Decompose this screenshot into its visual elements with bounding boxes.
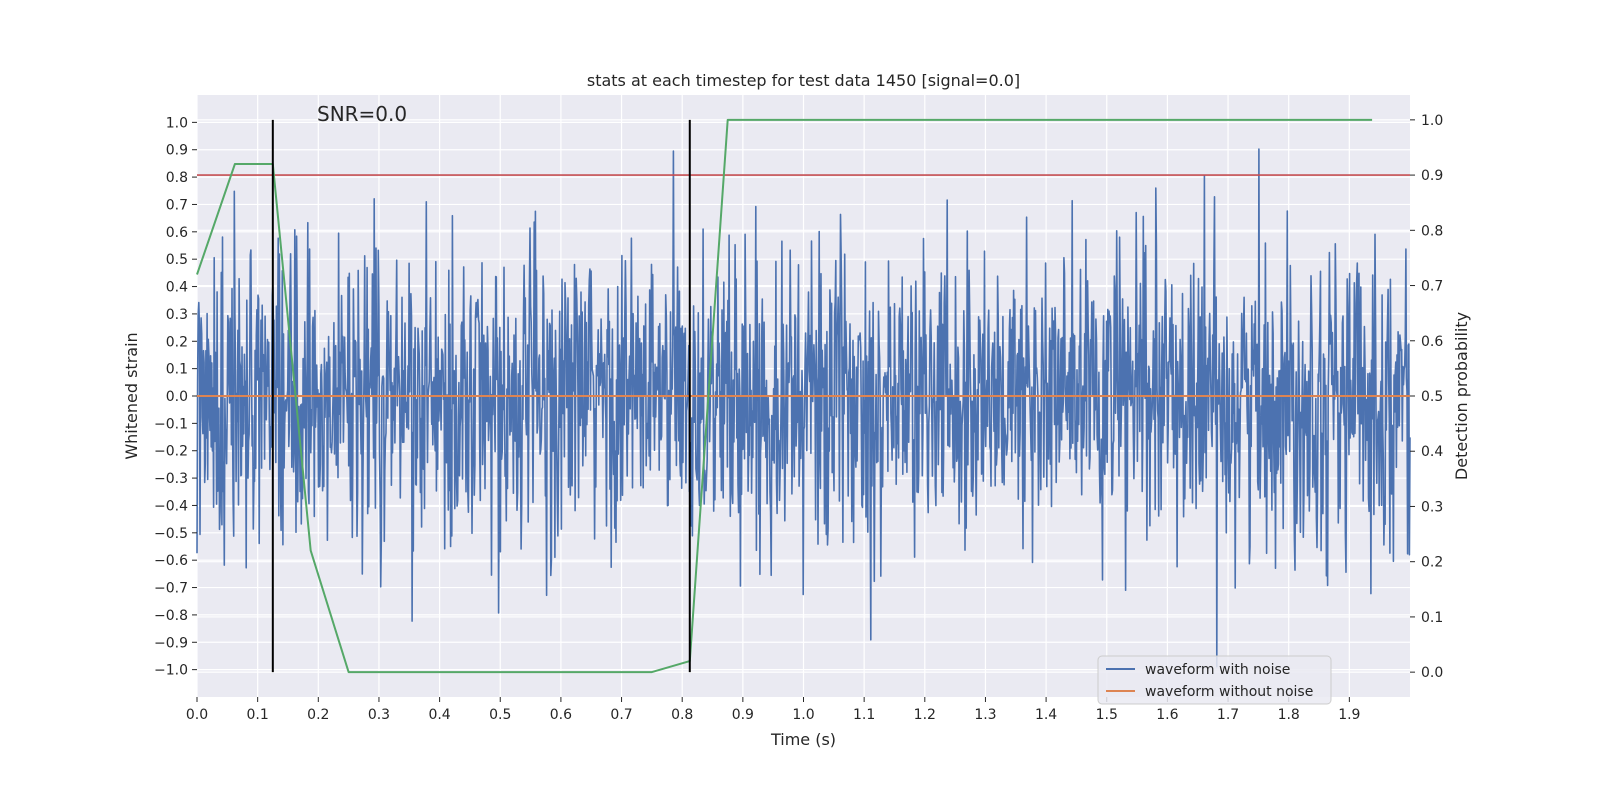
y-tick-label: 0.2 bbox=[166, 334, 188, 350]
y2-tick-label: 0.6 bbox=[1421, 334, 1443, 350]
x-tick-label: 1.1 bbox=[853, 707, 875, 723]
x-tick-label: 1.4 bbox=[1035, 707, 1057, 723]
snr-annotation: SNR=0.0 bbox=[317, 102, 407, 126]
y-tick-label: 0.8 bbox=[166, 170, 188, 186]
x-tick-label: 0.0 bbox=[186, 707, 208, 723]
y2-axis-label: Detection probability bbox=[1452, 312, 1471, 480]
y-tick-label: −1.0 bbox=[154, 663, 188, 679]
chart-title: stats at each timestep for test data 145… bbox=[587, 71, 1020, 90]
x-tick-label: 1.7 bbox=[1217, 707, 1239, 723]
x-tick-label: 1.0 bbox=[792, 707, 814, 723]
y-tick-label: −0.8 bbox=[154, 608, 188, 624]
y-tick-label: 1.0 bbox=[166, 115, 188, 131]
y-tick-label: 0.3 bbox=[166, 307, 188, 323]
y2-tick-label: 0.1 bbox=[1421, 610, 1443, 626]
x-tick-label: 1.9 bbox=[1338, 707, 1360, 723]
legend: waveform with noise waveform without nois… bbox=[1097, 655, 1332, 705]
x-tick-label: 0.5 bbox=[489, 707, 511, 723]
series-detection-probability bbox=[196, 118, 1373, 674]
x-axis: 0.0 0.1 0.2 0.3 0.4 0.5 0.6 0.7 0.8 0.9 1.0 1.1 1.2 1… bbox=[186, 697, 1360, 723]
y-tick-label: −0.9 bbox=[154, 635, 188, 651]
y2-tick-label: 0.8 bbox=[1421, 223, 1443, 239]
y-tick-label: 0.7 bbox=[166, 197, 188, 213]
series-waveform-with-noise bbox=[196, 148, 1411, 668]
x-axis-label: Time (s) bbox=[770, 730, 836, 749]
x-tick-label: 0.6 bbox=[550, 707, 572, 723]
y-tick-label: 0.6 bbox=[166, 225, 188, 241]
legend-entry: waveform with noise bbox=[1145, 662, 1290, 678]
x-tick-label: 1.5 bbox=[1096, 707, 1118, 723]
x-tick-label: 0.7 bbox=[610, 707, 632, 723]
y-tick-label: 0.4 bbox=[166, 280, 188, 296]
y-tick-label: 0.5 bbox=[166, 252, 188, 268]
y-axis-right: 1.0 0.9 0.8 0.7 0.6 0.5 0.4 0.3 0.2 0.1 0.0 bbox=[1410, 113, 1443, 681]
y2-tick-label: 0.9 bbox=[1421, 168, 1443, 184]
x-tick-label: 1.6 bbox=[1156, 707, 1178, 723]
y-axis-left: 1.0 0.9 0.8 0.7 0.6 0.5 0.4 0.3 0.2 0.1 0.0 −0.1 −0.… bbox=[154, 115, 197, 679]
y-axis-label: Whitened strain bbox=[122, 332, 141, 459]
x-tick-label: 0.3 bbox=[368, 707, 390, 723]
y-tick-label: −0.5 bbox=[154, 526, 188, 542]
y2-tick-label: 0.4 bbox=[1421, 444, 1443, 460]
y2-tick-label: 0.0 bbox=[1421, 665, 1443, 681]
y-tick-label: −0.2 bbox=[154, 444, 188, 460]
x-tick-label: 0.1 bbox=[247, 707, 269, 723]
y-tick-label: −0.1 bbox=[154, 416, 188, 432]
y-tick-label: −0.7 bbox=[154, 581, 188, 597]
y2-tick-label: 0.7 bbox=[1421, 279, 1443, 295]
y2-tick-label: 1.0 bbox=[1421, 113, 1443, 129]
y-tick-label: −0.6 bbox=[154, 553, 188, 569]
x-tick-label: 0.4 bbox=[428, 707, 450, 723]
x-tick-label: 1.2 bbox=[914, 707, 936, 723]
legend-box bbox=[1097, 655, 1332, 705]
y2-tick-label: 0.3 bbox=[1421, 499, 1443, 515]
x-tick-label: 1.8 bbox=[1278, 707, 1300, 723]
x-tick-label: 0.8 bbox=[671, 707, 693, 723]
y-tick-label: −0.4 bbox=[154, 498, 188, 514]
x-tick-label: 1.3 bbox=[974, 707, 996, 723]
y-tick-label: 0.0 bbox=[166, 389, 188, 405]
x-tick-label: 0.2 bbox=[307, 707, 329, 723]
legend-entry: waveform without noise bbox=[1145, 684, 1313, 700]
y-tick-label: 0.1 bbox=[166, 362, 188, 378]
y2-tick-label: 0.2 bbox=[1421, 555, 1443, 571]
y2-tick-label: 0.5 bbox=[1421, 389, 1443, 405]
series-layer bbox=[196, 118, 1411, 674]
y-tick-label: −0.3 bbox=[154, 471, 188, 487]
y-tick-label: 0.9 bbox=[166, 143, 188, 159]
x-tick-label: 0.9 bbox=[732, 707, 754, 723]
